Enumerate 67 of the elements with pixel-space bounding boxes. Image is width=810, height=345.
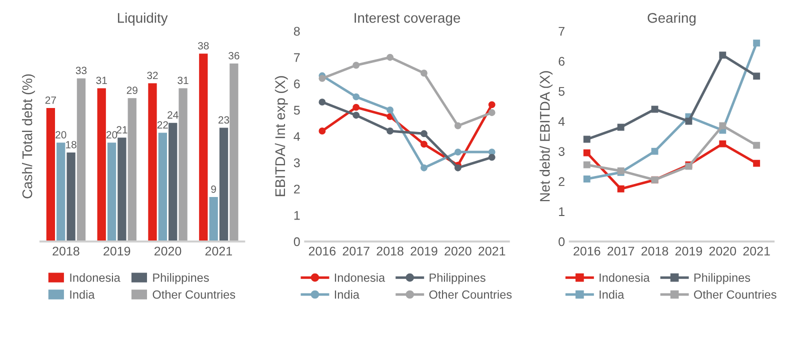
x-tick-label: 2018 (641, 246, 668, 256)
legend-label: Philippines (694, 273, 750, 284)
data-label: 22 (157, 121, 168, 128)
y-tick-label: 4 (294, 132, 300, 141)
x-tick-label: 2018 (376, 246, 404, 256)
legend-label: Indonesia (70, 273, 120, 282)
x-tick-label: 2019 (410, 246, 438, 256)
legend-label: Other Countries (429, 290, 512, 299)
legend-label: India (334, 290, 360, 299)
x-tick-label: 2021 (478, 246, 506, 256)
data-label: 24 (168, 111, 178, 119)
data-label: 21 (116, 126, 128, 134)
y-tick-label: 3 (294, 158, 300, 168)
legend-label: Other Countries (152, 290, 236, 299)
chart-title: Interest coverage (354, 13, 460, 26)
chart-title: Gearing (648, 12, 696, 26)
y-tick-label: 2 (558, 177, 564, 186)
x-tick-label: 2020 (709, 246, 736, 256)
legend-label: Indonesia (334, 273, 386, 282)
legend-label: Philippines (430, 273, 486, 284)
data-label: 31 (96, 76, 107, 84)
y-tick-label: 3 (558, 147, 565, 156)
y-tick-label: 7 (558, 26, 564, 36)
x-tick-label: 2017 (342, 246, 370, 256)
data-label: 18 (66, 140, 76, 148)
y-tick-label: 0 (294, 237, 300, 246)
data-label: 9 (211, 185, 216, 193)
x-tick-label: 2021 (743, 246, 770, 256)
x-tick-label: 2021 (205, 246, 232, 256)
y-tick-label: 2 (294, 184, 300, 194)
data-label: 20 (106, 131, 118, 138)
y-axis-title: Net debt/ EBITDA (X) (540, 71, 553, 202)
x-tick-label: 2020 (154, 246, 182, 256)
data-label: 31 (178, 76, 188, 84)
y-axis-title: EBITDA/ Int exp (X) (274, 76, 288, 196)
data-label: 33 (76, 66, 87, 74)
x-tick-label: 2019 (675, 246, 702, 256)
x-tick-label: 2016 (574, 246, 600, 256)
y-tick-label: 5 (558, 87, 565, 96)
legend-label: India (600, 290, 624, 299)
x-tick-label: 2016 (308, 246, 336, 256)
data-label: 20 (56, 131, 66, 138)
data-label: 36 (228, 52, 240, 60)
data-label: 23 (218, 116, 230, 124)
y-tick-label: 0 (558, 237, 565, 246)
x-tick-label: 2017 (608, 246, 634, 256)
legend-label: Other Countries (694, 290, 776, 299)
data-label: 27 (45, 96, 56, 104)
y-tick-label: 1 (294, 211, 300, 220)
y-tick-label: 5 (294, 106, 300, 115)
y-tick-label: 6 (294, 79, 300, 88)
data-label: 32 (147, 72, 158, 80)
y-axis-title: Cash/ Total debt (%) (22, 74, 35, 198)
y-tick-label: 4 (558, 117, 565, 126)
x-tick-label: 2020 (444, 246, 472, 256)
legend-label: India (70, 290, 95, 299)
legend-label: Philippines (153, 273, 209, 284)
legend-label: Indonesia (600, 273, 650, 282)
x-tick-label: 2018 (52, 246, 80, 256)
chart-title: Liquidity (118, 12, 168, 26)
x-tick-label: 2019 (104, 246, 130, 256)
data-label: 29 (126, 86, 138, 94)
data-label: 38 (198, 42, 209, 50)
y-tick-label: 7 (294, 53, 300, 62)
y-tick-label: 1 (559, 207, 564, 216)
y-tick-label: 6 (558, 56, 565, 66)
y-tick-label: 8 (294, 26, 300, 36)
